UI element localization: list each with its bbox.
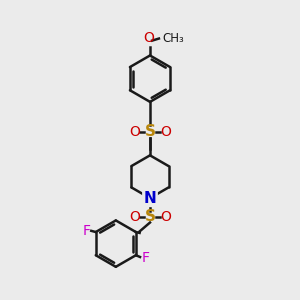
Text: O: O bbox=[129, 210, 140, 224]
Text: O: O bbox=[160, 124, 171, 139]
Text: O: O bbox=[129, 124, 140, 139]
Text: F: F bbox=[82, 224, 90, 238]
Text: N: N bbox=[144, 191, 156, 206]
Text: O: O bbox=[160, 210, 171, 224]
Text: S: S bbox=[145, 124, 155, 139]
Text: O: O bbox=[143, 31, 154, 45]
Text: CH₃: CH₃ bbox=[163, 32, 184, 45]
Text: F: F bbox=[141, 250, 149, 265]
Text: S: S bbox=[145, 209, 155, 224]
